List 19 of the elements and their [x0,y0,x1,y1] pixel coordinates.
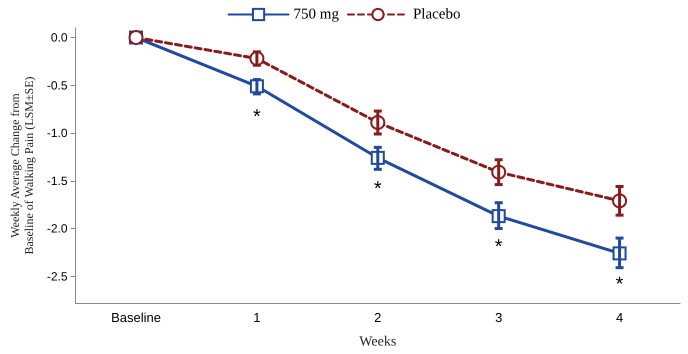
x-axis-title: Weeks [359,334,396,350]
annotation: * [494,236,503,258]
x-tick-label: Baseline [111,310,161,325]
annotation: * [616,273,624,296]
x-tick-label: 3 [495,310,502,325]
y-tick-label: -2.5 [46,269,68,284]
y-tick-label: 0.0 [50,30,68,45]
y-tick-label: -2.0 [46,222,68,236]
annotation: * [253,106,262,128]
x-tick-label: 2 [374,310,382,325]
legend-label: 750 mg [294,6,340,22]
annotation: * [374,178,382,200]
y-tick-label: -1.0 [46,126,68,140]
legend-label: Placebo [412,6,460,22]
x-tick-label: 4 [616,310,624,325]
y-tick-label: -1.5 [46,174,68,188]
y-tick-label: -0.5 [46,78,68,92]
x-tick-label: 1 [253,310,261,325]
y-axis-title: Weekly Average Change from Baseline of Walking Pain (LSM±SE) [8,76,36,255]
